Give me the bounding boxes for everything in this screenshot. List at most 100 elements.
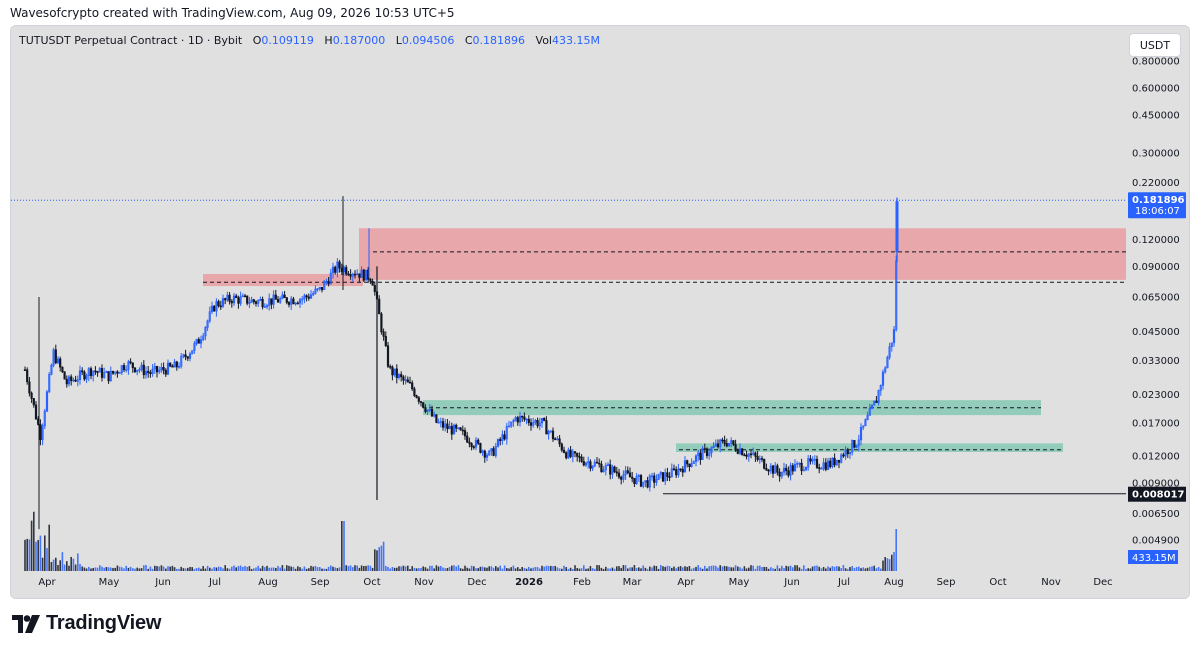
volume-bar: [453, 565, 455, 571]
candle-body: [389, 366, 392, 368]
volume-bar: [770, 567, 772, 571]
volume-bar: [387, 566, 389, 571]
volume-bar: [543, 566, 545, 571]
candle-body: [747, 453, 750, 457]
candle-body: [261, 299, 264, 308]
volume-bar: [96, 567, 99, 571]
volume-bar: [112, 567, 114, 571]
currency-button[interactable]: USDT: [1129, 33, 1181, 57]
volume-bar: [521, 567, 523, 571]
volume-bar: [767, 568, 770, 571]
candle-body: [345, 267, 348, 275]
candle-body: [52, 349, 55, 366]
candle-body: [226, 294, 229, 301]
volume-bar: [657, 568, 660, 571]
volume-bar: [877, 566, 880, 571]
volume-bar: [138, 568, 141, 571]
volume-bar: [336, 568, 339, 571]
candle-body: [92, 370, 95, 377]
candle-body: [602, 469, 605, 473]
candle-body: [268, 298, 271, 306]
volume-bar: [270, 567, 273, 571]
candle-body: [580, 456, 583, 462]
candle-body: [699, 452, 702, 460]
candle-body: [635, 476, 638, 485]
volume-bar: [411, 566, 413, 571]
low-value: 0.094506: [401, 34, 455, 47]
candle-body: [815, 458, 819, 468]
resistance-zone-early[interactable]: [203, 273, 363, 287]
chart-panel[interactable]: 0.800000 0.600000 0.450000 0.300000 0.220000…: [10, 25, 1190, 599]
candle-body: [382, 331, 385, 337]
candle-body: [758, 458, 761, 461]
volume-bar: [440, 565, 442, 571]
resistance-zone[interactable]: [359, 228, 1128, 280]
volume-bar: [481, 566, 484, 571]
candle-body: [107, 371, 110, 382]
candle-body: [131, 362, 134, 369]
volume-bar: [66, 561, 68, 571]
volume-bar: [125, 565, 127, 571]
candle-body: [353, 273, 357, 276]
volume-bar: [486, 567, 488, 571]
candle-body: [479, 443, 482, 453]
volume-bar: [308, 568, 310, 571]
volume-bar: [451, 565, 453, 571]
price-chart[interactable]: 0.800000 0.600000 0.450000 0.300000 0.220000…: [11, 26, 1189, 598]
volume-bar: [167, 566, 169, 571]
volume-bar: [699, 567, 702, 571]
candle-body: [835, 459, 838, 466]
volume-bar: [92, 567, 94, 571]
candle-body: [413, 388, 416, 396]
candle-body: [67, 376, 71, 385]
volume-bar: [264, 567, 266, 571]
candle-body: [151, 368, 154, 375]
candle-body: [380, 313, 383, 333]
volume-bar: [488, 566, 490, 571]
volume-bar: [382, 541, 385, 571]
volume-bar: [288, 565, 290, 571]
volume-bar: [158, 566, 160, 571]
candle-body: [723, 440, 726, 444]
candle-body: [545, 420, 548, 435]
volume-bar: [268, 567, 270, 571]
candle-body: [624, 470, 627, 476]
candle-body: [505, 426, 508, 440]
last-price-value: 0.181896: [1132, 195, 1185, 206]
volume-bar: [585, 568, 587, 571]
candle-body: [340, 267, 343, 272]
volume-bar: [646, 568, 649, 571]
candle-body: [85, 375, 88, 380]
volume-bar: [620, 567, 622, 571]
volume-bar: [470, 565, 473, 571]
volume-bar: [748, 567, 750, 571]
volume-bar: [250, 568, 253, 571]
time-tick-label: Aug: [258, 577, 278, 588]
volume-bar: [129, 566, 132, 571]
volume-bar: [477, 568, 479, 571]
candle-body: [769, 465, 772, 472]
price-axis[interactable]: [1126, 26, 1189, 598]
volume-bar: [673, 566, 675, 571]
candle-body: [862, 425, 865, 428]
volume-bar: [644, 567, 647, 571]
volume-bar: [765, 566, 768, 571]
support-zone[interactable]: [676, 443, 1063, 452]
time-axis[interactable]: [11, 571, 1189, 598]
low-price-value: 0.008017: [1132, 490, 1185, 501]
volume-bar: [244, 565, 246, 571]
candle-body: [637, 475, 640, 477]
candle-body: [100, 368, 104, 378]
candle-body: [32, 398, 35, 406]
volume-bar: [888, 559, 891, 571]
volume-bar: [600, 567, 603, 571]
volume-bar: [655, 565, 658, 571]
candle-body: [358, 273, 361, 278]
volume-bar: [761, 567, 763, 571]
volume-bar: [59, 560, 61, 571]
volume-bar: [710, 565, 713, 571]
volume-bar: [393, 567, 396, 571]
volume-bar: [220, 566, 222, 571]
candle-body: [710, 447, 713, 454]
volume-bar: [501, 568, 504, 571]
